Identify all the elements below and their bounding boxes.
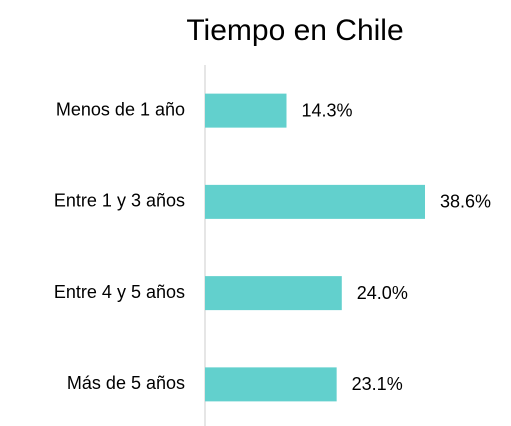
category-label: Menos de 1 año <box>56 99 185 119</box>
bar <box>205 276 342 311</box>
value-label: 24.0% <box>357 283 408 303</box>
value-label: 14.3% <box>302 100 353 120</box>
category-label: Más de 5 años <box>67 373 185 393</box>
bar <box>205 184 425 219</box>
category-label: Entre 4 y 5 años <box>54 282 185 302</box>
value-label: 23.1% <box>352 374 403 394</box>
category-label: Entre 1 y 3 años <box>54 191 185 211</box>
bar <box>205 93 287 128</box>
chart-title: Tiempo en Chile <box>186 14 403 47</box>
bar <box>205 367 337 402</box>
value-label: 38.6% <box>440 192 491 212</box>
